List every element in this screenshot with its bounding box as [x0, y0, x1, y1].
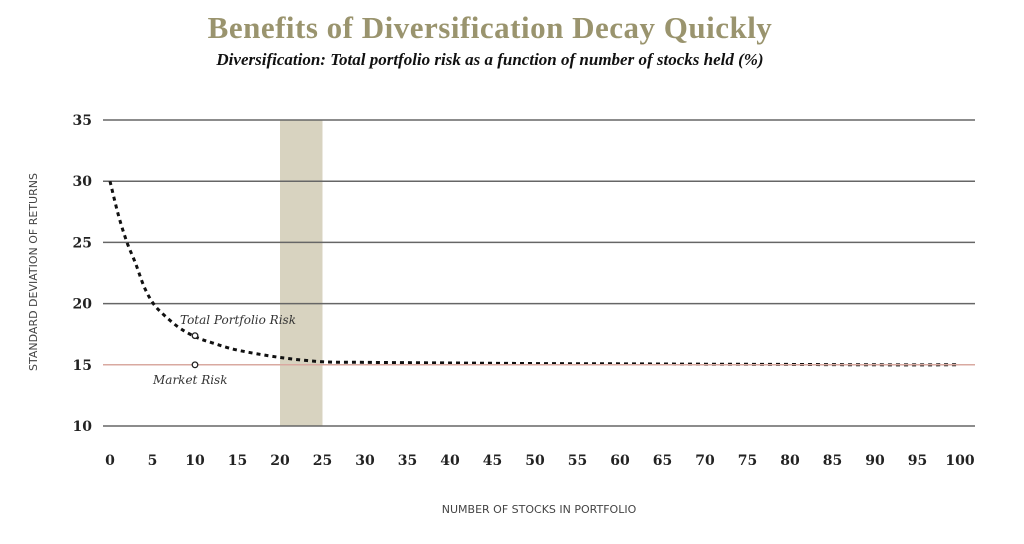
x-tick-label: 90	[865, 453, 885, 469]
chart-title: Benefits of Diversification Decay Quickl…	[207, 10, 773, 45]
y-tick-label: 25	[73, 235, 92, 251]
x-tick-label: 20	[270, 453, 290, 469]
x-tick-label: 15	[228, 453, 247, 469]
x-tick-label: 95	[908, 453, 927, 469]
annotation-marker	[191, 332, 199, 340]
annotation-market-risk: Market Risk	[152, 373, 228, 387]
highlight-band	[280, 120, 323, 426]
y-axis-label: STANDARD DEVIATION OF RETURNS	[27, 173, 40, 371]
x-axis-label: NUMBER OF STOCKS IN PORTFOLIO	[442, 503, 637, 516]
series-total-portfolio-risk	[108, 180, 961, 367]
x-tick-label: 45	[483, 453, 502, 469]
x-tick-label: 30	[355, 453, 375, 469]
x-tick-label: 65	[653, 453, 672, 469]
y-tick-label: 10	[73, 419, 93, 435]
annotation-total-portfolio-risk: Total Portfolio Risk	[180, 313, 296, 327]
y-tick-label: 15	[73, 358, 92, 374]
x-tick-label: 55	[568, 453, 587, 469]
y-tick-label: 30	[73, 174, 93, 190]
x-tick-label: 70	[695, 453, 715, 469]
x-tick-label: 10	[185, 453, 205, 469]
x-tick-label: 100	[945, 453, 974, 469]
x-tick-label: 50	[525, 453, 545, 469]
annotation-marker	[191, 361, 199, 369]
x-tick-label: 40	[440, 453, 460, 469]
chart-subtitle: Diversification: Total portfolio risk as…	[216, 50, 764, 69]
x-tick-label: 80	[780, 453, 800, 469]
x-tick-label: 60	[610, 453, 630, 469]
x-tick-label: 85	[823, 453, 842, 469]
x-tick-label: 25	[313, 453, 332, 469]
x-tick-label: 5	[148, 453, 158, 469]
y-tick-label: 20	[73, 297, 93, 313]
y-tick-label: 35	[73, 113, 92, 129]
x-tick-label: 35	[398, 453, 417, 469]
x-tick-label: 75	[738, 453, 757, 469]
x-tick-label: 0	[105, 453, 115, 469]
